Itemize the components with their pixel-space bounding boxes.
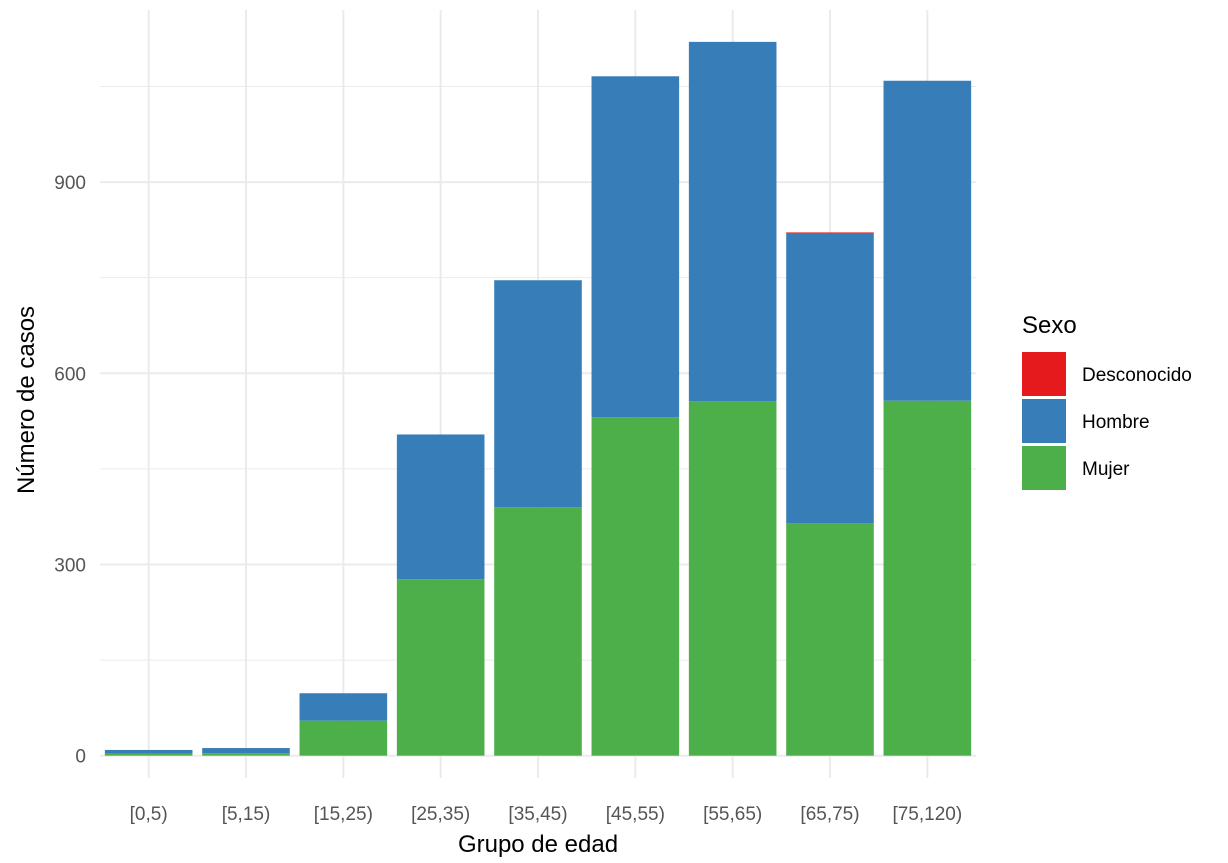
y-tick-label: 0 (75, 747, 86, 768)
bar-segment-hombre (104, 749, 193, 754)
y-axis-ticks: 0 300 600 900 (54, 173, 86, 768)
legend: Sexo Desconocido Hombre Mujer (1022, 312, 1192, 490)
bar-segment-mujer (299, 720, 388, 756)
bar-segment-hombre (591, 76, 680, 418)
bar-segment-desconocido (786, 232, 874, 234)
x-tick-label: [0,5) (130, 804, 168, 825)
bar-segment-mujer (591, 417, 680, 756)
legend-label: Hombre (1082, 412, 1150, 433)
bar-segment-hombre (396, 434, 485, 580)
bar-segment-mujer (104, 753, 193, 756)
bar-segment-hombre (202, 748, 290, 754)
x-tick-label: [75,120) (892, 804, 962, 825)
x-tick-label: [45,55) (606, 804, 665, 825)
legend-title: Sexo (1022, 312, 1077, 339)
bar-segment-mujer (396, 579, 485, 756)
bar-segment-hombre (786, 233, 874, 524)
bar-segment-hombre (883, 80, 972, 401)
y-tick-label: 900 (54, 173, 86, 194)
x-tick-label: [25,35) (411, 804, 470, 825)
legend-label: Desconocido (1082, 365, 1192, 386)
x-tick-label: [65,75) (800, 804, 859, 825)
bar-segment-mujer (883, 400, 972, 756)
legend-key-desconocido (1022, 352, 1066, 396)
bar-segment-mujer (688, 401, 777, 756)
x-axis-ticks: [0,5) [5,15) [15,25) [25,35) [35,45) [45,55) [… (130, 804, 963, 825)
bar-segment-mujer (786, 523, 874, 756)
bar-segment-hombre (299, 693, 388, 721)
x-tick-label: [55,65) (703, 804, 762, 825)
bars (104, 41, 972, 756)
bar-segment-hombre (688, 41, 777, 402)
legend-items: Desconocido Hombre Mujer (1022, 352, 1192, 490)
y-tick-label: 600 (54, 364, 86, 385)
y-axis-title: Número de casos (13, 306, 40, 494)
x-tick-label: [15,25) (314, 804, 373, 825)
x-tick-label: [5,15) (222, 804, 271, 825)
x-tick-label: [35,45) (508, 804, 567, 825)
bar-segment-mujer (494, 507, 582, 756)
bar-segment-mujer (202, 753, 290, 756)
x-axis-title: Grupo de edad (458, 831, 618, 858)
y-tick-label: 300 (54, 555, 86, 576)
legend-key-hombre (1022, 399, 1066, 443)
bar-segment-hombre (494, 280, 582, 508)
legend-label: Mujer (1082, 459, 1130, 480)
legend-key-mujer (1022, 446, 1066, 490)
